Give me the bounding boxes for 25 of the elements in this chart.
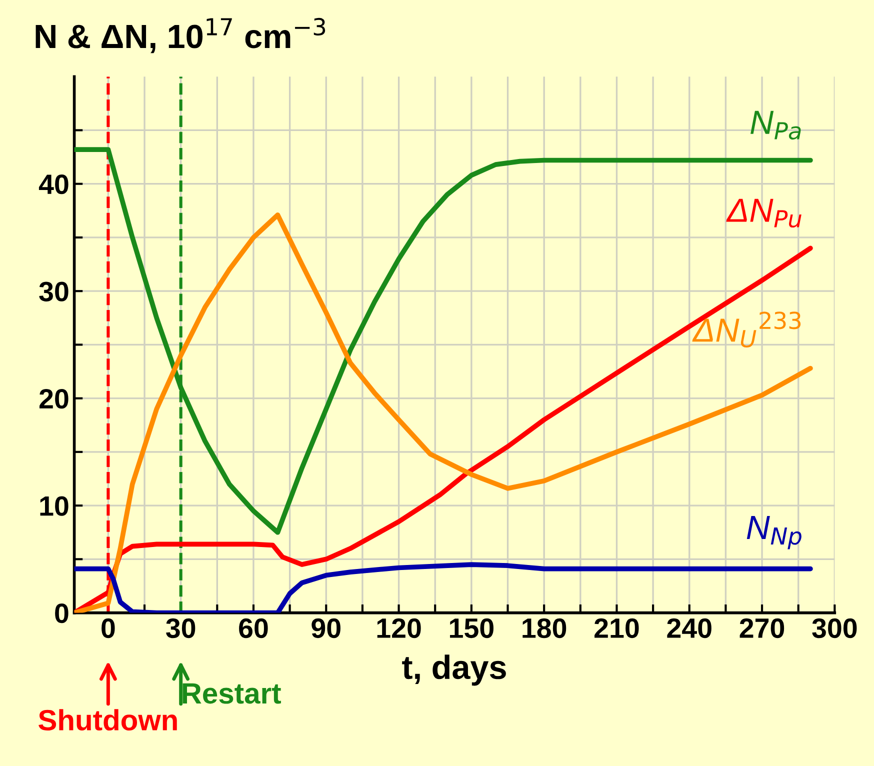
text: Restart xyxy=(182,683,281,704)
x-tick-label: 120 xyxy=(377,618,421,638)
y-tick-label: 20 xyxy=(40,388,68,409)
text: Shutdown xyxy=(38,709,177,731)
y-tick-label: 40 xyxy=(38,174,68,194)
x-tick-label: 0 xyxy=(102,618,115,638)
series-label: N$_{Np}$ xyxy=(746,516,802,550)
x-tick-label: 90 xyxy=(312,618,340,638)
x-tick-label: 300 xyxy=(812,618,857,638)
x-tick-label: 240 xyxy=(667,618,712,638)
y-tick-label: 0 xyxy=(55,603,68,624)
line-series xyxy=(74,562,813,613)
y-tick-label: 30 xyxy=(39,282,68,302)
series-label: ΔN$_{Pu}$ xyxy=(726,198,802,228)
series-label: ΔN$_{U}$$^{233}$ xyxy=(692,312,801,348)
x-tick-label: 210 xyxy=(594,618,639,638)
x-tick-label: 150 xyxy=(450,618,494,638)
series-label: N$_{Pa}$ xyxy=(750,110,801,140)
y-axis-title: N & ΔN, 10$^{17}$ cm$^{−3}$ xyxy=(36,18,326,54)
x-axis-title: t, days xyxy=(402,654,506,686)
x-tick-label: 180 xyxy=(522,618,566,638)
x-tick-label: 270 xyxy=(740,618,784,638)
x-tick-label: 30 xyxy=(166,618,196,638)
x-tick-label: 60 xyxy=(239,618,268,638)
y-tick-label: 10 xyxy=(40,496,68,516)
